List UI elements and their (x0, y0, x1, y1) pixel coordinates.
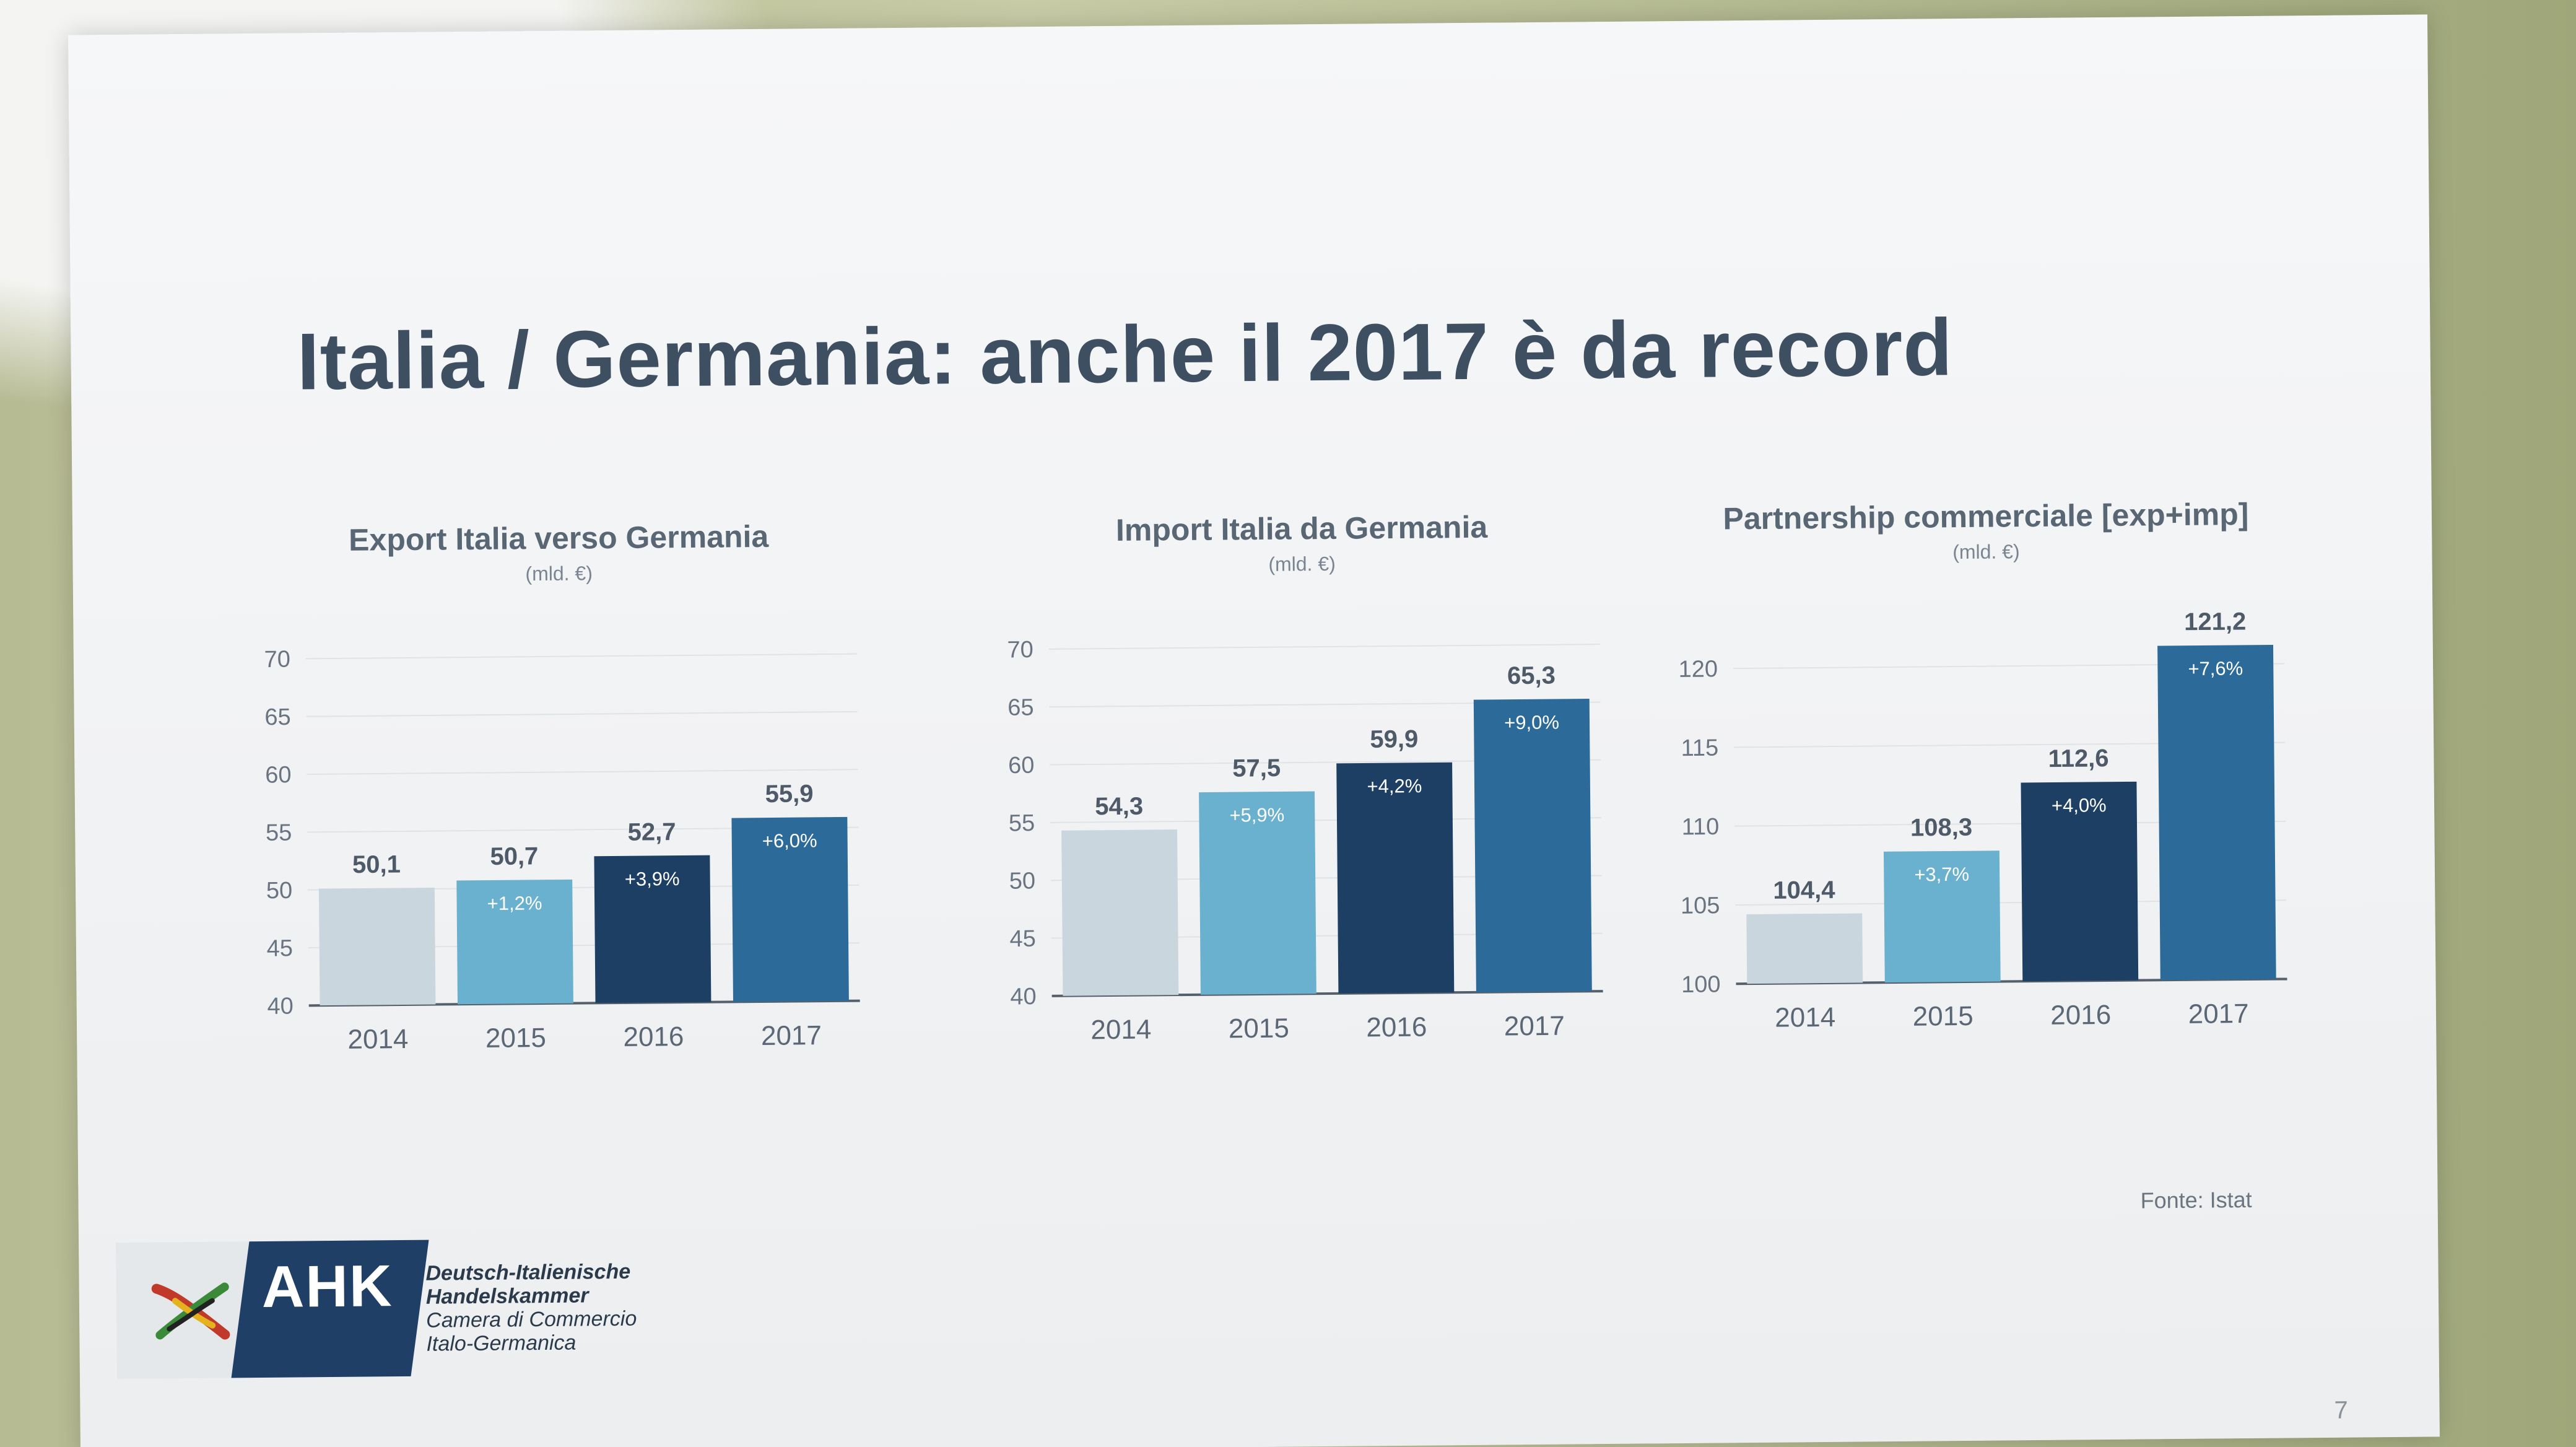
value-label: 121,2 (2184, 608, 2246, 636)
value-label: 59,9 (1370, 725, 1418, 753)
logo-line: Camera di Commercio (426, 1306, 637, 1332)
y-tick-label: 110 (1682, 814, 1720, 841)
y-tick-label: 70 (1007, 637, 1033, 663)
y-tick-label: 40 (267, 994, 294, 1020)
chart-import: Import Italia da Germania (mld. €) 40 45 5… (973, 508, 1636, 1257)
bar-2014 (1746, 913, 1863, 984)
logo-subtitle: Deutsch-Italienische Handelskammer Camer… (425, 1259, 748, 1356)
y-tick-label: 60 (1008, 753, 1035, 779)
bar-2017 (731, 816, 849, 1002)
bar-2017 (2157, 644, 2276, 981)
bar-2014 (1061, 829, 1179, 996)
y-tick-label: 50 (1009, 868, 1036, 894)
ahk-logo: AHK (116, 1239, 439, 1379)
slide: Italia / Germania: anche il 2017 è da re… (68, 14, 2440, 1447)
x-tick-label: 2017 (761, 1020, 822, 1051)
slide-title: Italia / Germania: anche il 2017 è da re… (297, 302, 1954, 407)
y-tick-label: 55 (1009, 810, 1035, 836)
y-tick-label: 65 (264, 704, 291, 730)
value-label: 55,9 (765, 780, 813, 808)
bar-2017 (1473, 699, 1592, 992)
growth-label: +7,6% (2188, 657, 2243, 680)
bar-2015 (1199, 791, 1316, 995)
growth-label: +6,0% (762, 829, 817, 852)
bar-2016 (594, 855, 711, 1003)
page-number: 7 (2334, 1396, 2349, 1424)
chart-svg: 40 45 50 55 60 65 70 54,3 2014 57,5 +5,9% 2015 59,9 +… (1007, 637, 1603, 1045)
logo-line: Italo-Germanica (426, 1331, 577, 1356)
x-tick-label: 2014 (1775, 1002, 1835, 1033)
chart-unit: (mld. €) (1268, 552, 1336, 575)
logo-line: Handelskammer (425, 1283, 589, 1309)
logo-light-panel (116, 1241, 266, 1379)
value-label: 104,4 (1773, 877, 1835, 904)
growth-label: +4,0% (2052, 794, 2107, 816)
chart-title: Partnership commerciale [exp+imp] (1723, 496, 2249, 536)
chart-svg: 100 105 110 115 120 104,4 2014 108,3 +3,7% 2015 11… (1679, 608, 2287, 1033)
x-tick-label: 2014 (1090, 1014, 1151, 1045)
gridline (1048, 644, 1600, 650)
flags-mark-icon (151, 1282, 230, 1340)
x-tick-label: 2016 (623, 1021, 684, 1052)
bar-2015 (1883, 850, 2001, 983)
growth-label: +1,2% (487, 892, 542, 914)
gridline (306, 710, 858, 717)
gridline (305, 653, 857, 660)
x-tick-label: 2015 (1913, 1001, 1973, 1032)
chart-partnership: Partnership commerciale [exp+imp] (mld. … (1658, 496, 2320, 1244)
value-label: 50,7 (490, 842, 538, 870)
y-tick-label: 40 (1010, 984, 1037, 1010)
y-tick-label: 45 (266, 935, 293, 961)
growth-label: +5,9% (1229, 804, 1284, 826)
logo-wordmark: AHK (261, 1253, 393, 1321)
chart-unit: (mld. €) (1952, 540, 2020, 564)
x-tick-label: 2016 (2050, 1000, 2111, 1031)
value-label: 54,3 (1095, 793, 1143, 821)
value-label: 52,7 (627, 818, 676, 846)
y-tick-label: 65 (1007, 694, 1034, 720)
x-tick-label: 2017 (1504, 1011, 1565, 1042)
bar-2015 (456, 879, 573, 1005)
chart-export: Export Italia verso Germania (mld. €) 40… (230, 517, 893, 1266)
growth-label: +3,7% (1914, 863, 1969, 886)
y-tick-label: 120 (1679, 656, 1718, 683)
value-label: 108,3 (1910, 814, 1972, 842)
x-tick-label: 2015 (1229, 1013, 1289, 1044)
value-label: 65,3 (1507, 662, 1556, 689)
y-tick-label: 115 (1681, 735, 1718, 762)
growth-label: +4,2% (1367, 775, 1422, 797)
y-tick-label: 60 (265, 762, 292, 788)
growth-label: +9,0% (1504, 711, 1559, 733)
bar-2016 (1336, 762, 1455, 994)
y-tick-label: 105 (1681, 893, 1720, 919)
y-tick-label: 100 (1681, 971, 1721, 998)
gridline (307, 769, 858, 776)
value-label: 50,1 (352, 851, 401, 879)
chart-unit: (mld. €) (525, 562, 593, 585)
y-tick-label: 55 (266, 820, 292, 846)
chart-title: Export Italia verso Germania (348, 518, 769, 557)
bar-2016 (2021, 781, 2139, 982)
y-tick-label: 45 (1009, 926, 1036, 952)
value-label: 112,6 (2048, 745, 2108, 772)
source-note: Fonte: Istat (2140, 1186, 2252, 1213)
value-label: 57,5 (1232, 754, 1281, 782)
x-tick-label: 2016 (1366, 1012, 1427, 1043)
x-tick-label: 2017 (2188, 999, 2249, 1030)
y-tick-label: 50 (266, 878, 293, 904)
y-tick-label: 70 (264, 647, 290, 673)
x-tick-label: 2015 (485, 1023, 546, 1054)
growth-label: +3,9% (625, 868, 680, 890)
chart-title: Import Italia da Germania (1115, 509, 1488, 548)
bar-2014 (318, 888, 436, 1006)
logo-line: Deutsch-Italienische (425, 1259, 631, 1285)
x-tick-label: 2014 (347, 1024, 408, 1055)
chart-svg: 40 45 50 55 60 65 70 50,1 2014 50,7 +1,2% 2015 52,7 +… (264, 647, 860, 1055)
